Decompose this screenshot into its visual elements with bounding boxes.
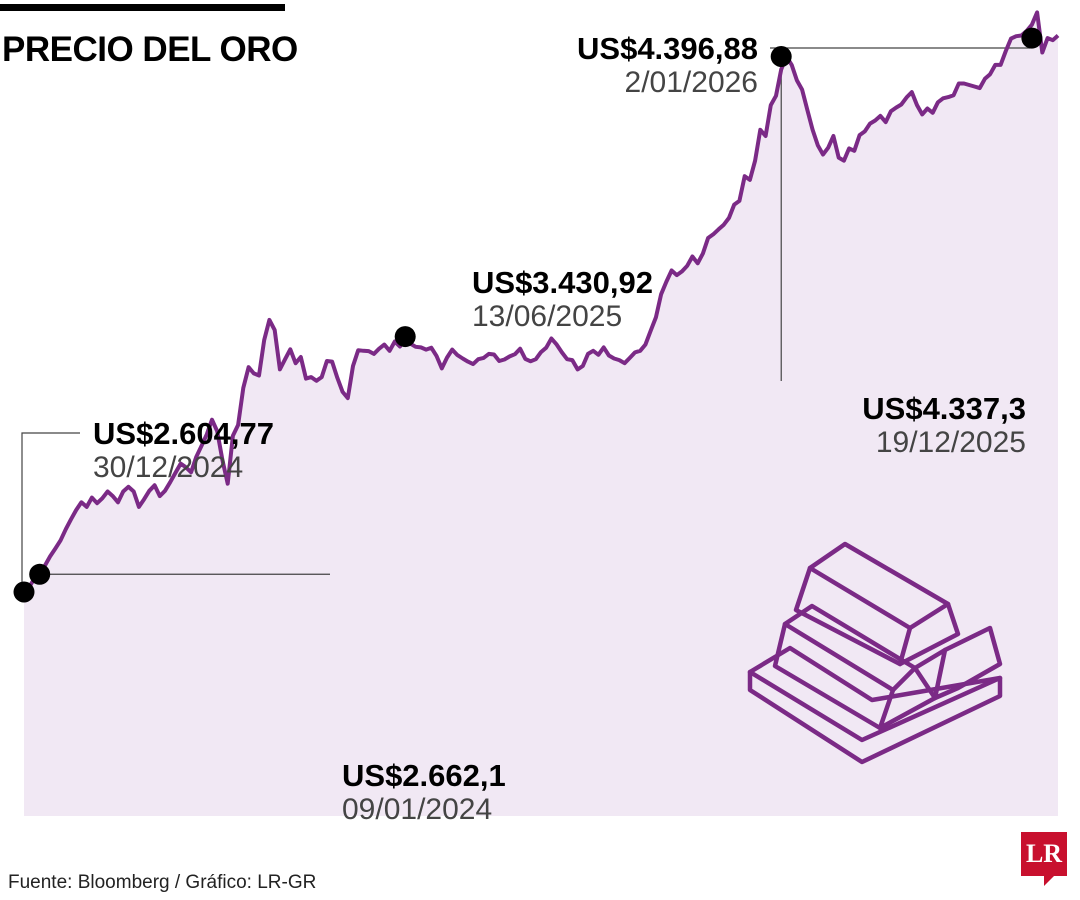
annotation-leader-1 [21,432,80,592]
annotation-label-2: US$2.662,1 09/01/2024 [342,760,506,825]
gold-bars-icon [747,541,1003,765]
lr-logo: LR [1021,832,1067,876]
annotation-dot-4 [770,46,792,67]
annotation-date-3: 13/06/2025 [472,300,623,333]
annotation-dot-3 [394,326,416,348]
annotation-dot-1 [13,581,35,603]
annotation-date-4: 19/12/2025 [875,426,1026,459]
annotation-dot-5 [1021,27,1043,49]
annotation-label-5: US$4.396,88 2/01/2026 [540,33,758,98]
annotation-label-1: US$2.604,77 30/12/2024 [93,418,274,483]
title-bar [0,4,285,11]
annotation-price-4: US$4.337,3 [862,391,1026,426]
annotation-date-2: 09/01/2024 [342,793,493,826]
annotation-date-1: 30/12/2024 [93,451,244,484]
annotation-date-5: 2/01/2026 [624,66,758,99]
source-note: Fuente: Bloomberg / Gráfico: LR-GR [8,872,317,893]
lr-logo-tail [1044,874,1056,886]
annotation-price-2: US$2.662,1 [342,758,506,793]
annotation-dot-2 [29,563,51,585]
annotation-dots [13,27,1043,603]
annotation-price-1: US$2.604,77 [93,416,274,451]
annotation-label-3: US$3.430,92 13/06/2025 [472,267,653,332]
price-line [22,10,1060,594]
annotation-price-3: US$3.430,92 [472,265,653,300]
annotation-price-5: US$4.396,88 [577,31,758,66]
annotation-leader-5 [770,38,1031,49]
annotation-label-4: US$4.337,3 19/12/2025 [846,393,1026,458]
chart-title: PRECIO DEL ORO [2,30,298,69]
